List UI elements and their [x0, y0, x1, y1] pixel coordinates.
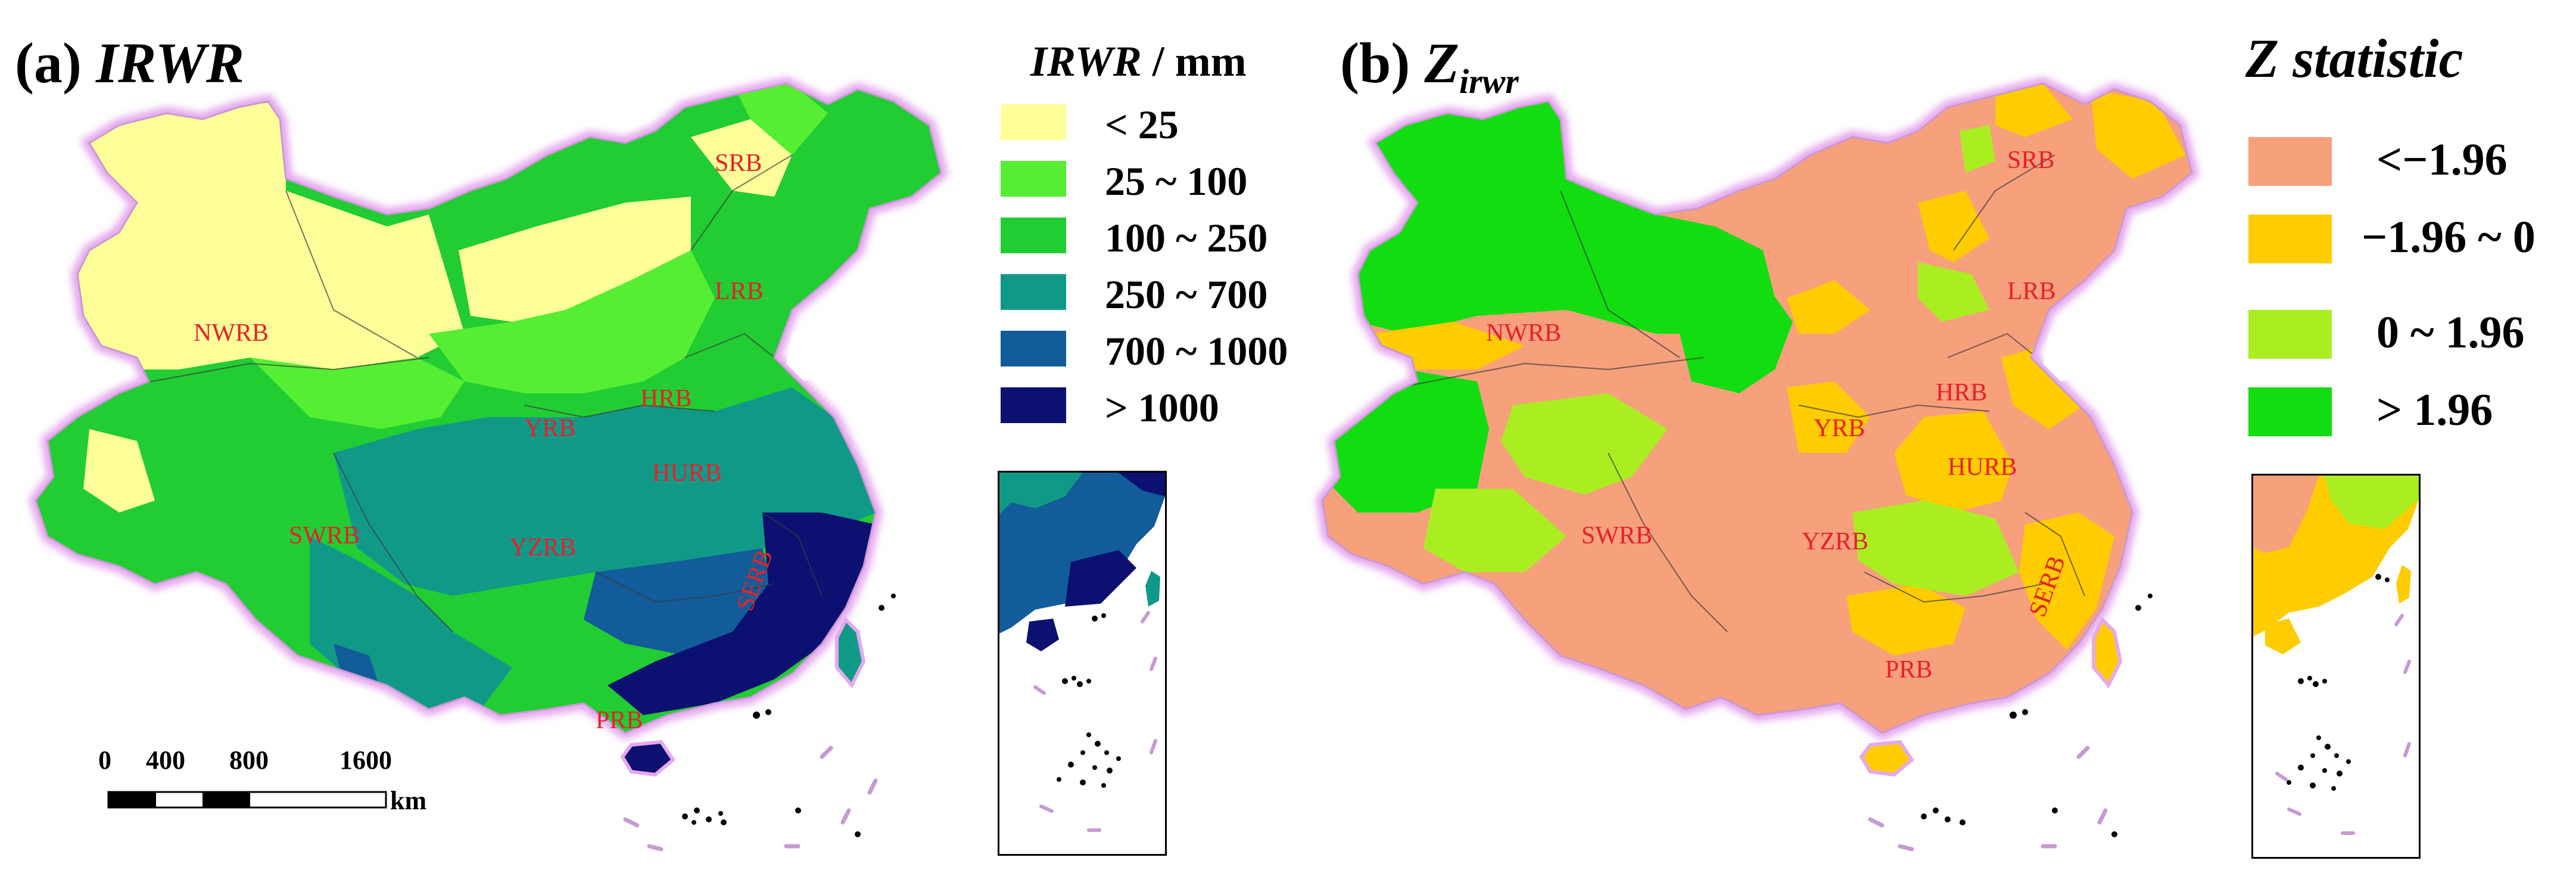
panel-a-basin-yzrb: YZRB: [509, 534, 577, 561]
panel-b-legend-title: Z statistic: [2245, 28, 2463, 89]
panel-a-south-china-sea-inset: [998, 471, 1167, 856]
panel-b-basin-yrb: YRB: [1814, 415, 1865, 442]
panel-b-basin-hurb: HURB: [1948, 454, 2017, 481]
legend-b-label-2: 0 ~ 1.96: [2376, 308, 2525, 358]
legend-a-label-2: 100 ~ 250: [1105, 215, 1268, 260]
legend-a-label-1: 25 ~ 100: [1105, 159, 1248, 204]
panel-a-basin-swrb: SWRB: [289, 522, 360, 549]
legend-a-swatch-1: [1001, 161, 1066, 197]
scale-tick-400: 400: [146, 746, 185, 775]
legend-a-swatch-4: [1001, 331, 1066, 366]
panel-a-tag: (a): [15, 31, 82, 95]
scale-tick-0: 0: [98, 746, 111, 775]
panel-a-basin-srb: SRB: [715, 150, 762, 177]
panel-b-tag: (b): [1340, 31, 1410, 95]
panel-a-legend-unit: / mm: [1141, 38, 1247, 85]
legend-a-swatch-3: [1001, 274, 1066, 310]
panel-a-basin-hurb: HURB: [652, 459, 722, 487]
legend-b-swatch-1: [2248, 215, 2332, 263]
scale-tick-800: 800: [229, 746, 269, 775]
panel-b-basin-prb: PRB: [1885, 656, 1933, 684]
scale-bar: [107, 791, 387, 809]
legend-b-swatch-0: [2248, 137, 2332, 186]
panel-b-basin-srb: SRB: [2007, 147, 2055, 174]
panel-a-map: [0, 0, 989, 852]
panel-a-basin-hrb: HRB: [640, 385, 692, 412]
panel-b-title-sub: irwr: [1459, 62, 1519, 101]
panel-b-basin-nwrb: NWRB: [1486, 319, 1561, 347]
panel-a-title: (a) IRWR: [15, 30, 244, 96]
legend-b-swatch-3: [2248, 387, 2332, 436]
legend-a-swatch-5: [1001, 387, 1066, 423]
legend-a-swatch-0: [1001, 104, 1066, 140]
legend-b-swatch-2: [2248, 310, 2332, 359]
scale-unit: km: [390, 786, 427, 815]
panel-b-basin-swrb: SWRB: [1581, 522, 1653, 549]
legend-a-label-5: > 1000: [1105, 385, 1219, 430]
panel-b-basin-yzrb: YZRB: [1802, 528, 1869, 555]
panel-a-basin-yrb: YRB: [524, 415, 576, 442]
legend-a-label-3: 250 ~ 700: [1105, 272, 1268, 317]
legend-b-label-3: > 1.96: [2376, 385, 2493, 435]
panel-b-basin-lrb: LRB: [2007, 278, 2056, 305]
legend-a-label-0: < 25: [1105, 102, 1179, 147]
panel-a-title-text: IRWR: [95, 31, 244, 95]
legend-a-label-4: 700 ~ 1000: [1105, 328, 1288, 374]
panel-b-map: [1298, 0, 2251, 852]
panel-a-basin-nwrb: NWRB: [194, 319, 269, 347]
legend-b-label-0: <−1.96: [2376, 135, 2508, 185]
panel-a-legend-title: IRWR / mm: [1030, 37, 1247, 86]
panel-a-basin-lrb: LRB: [715, 278, 764, 305]
panel-b-basin-hrb: HRB: [1936, 379, 1988, 406]
panel-a-legend-var: IRWR: [1030, 38, 1142, 85]
legend-a-swatch-2: [1001, 218, 1066, 253]
panel-b-title-main: Z: [1424, 31, 1459, 95]
scale-tick-1600: 1600: [339, 746, 392, 775]
panel-b-title: (b) Zirwr: [1340, 30, 1519, 101]
panel-b-south-china-sea-inset: [2251, 474, 2421, 859]
legend-b-label-1: −1.96 ~ 0: [2362, 212, 2535, 262]
panel-a-basin-prb: PRB: [596, 707, 643, 734]
